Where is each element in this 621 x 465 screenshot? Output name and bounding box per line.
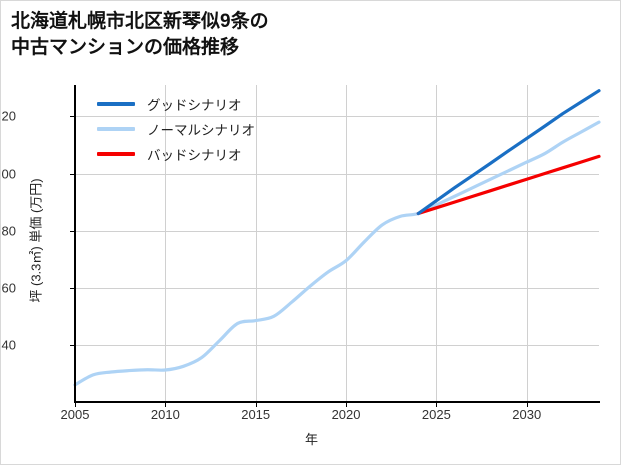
x-tick-label: 2010: [150, 407, 180, 422]
series-line: [416, 154, 601, 216]
series-line: [416, 89, 601, 216]
y-tick-label: 60: [1, 280, 16, 296]
gridline-x: [346, 85, 348, 402]
legend-color-swatch: [97, 126, 135, 131]
chart-legend: グッドシナリオ ノーマルシナリオ バッドシナリオ: [97, 91, 255, 166]
y-tick-label: 100: [1, 166, 16, 182]
legend-label: バッドシナリオ: [147, 147, 242, 163]
gridline-x: [436, 85, 438, 402]
x-tick-label: 2005: [60, 407, 90, 422]
gridline-x: [255, 85, 257, 402]
y-tick-label: 120: [1, 108, 16, 124]
chart-title: 北海道札幌市北区新琴似9条の 中古マンションの価格推移: [11, 11, 269, 58]
y-tick-mark: [70, 287, 75, 289]
x-tick-mark: [255, 402, 257, 407]
legend-item[interactable]: バッドシナリオ: [97, 141, 255, 166]
x-tick-label: 2015: [241, 407, 271, 422]
legend-label: グッドシナリオ: [147, 97, 242, 113]
y-tick-mark: [70, 173, 75, 175]
y-axis-line: [74, 85, 76, 403]
gridline-y: [75, 173, 599, 175]
legend-item[interactable]: グッドシナリオ: [97, 91, 255, 116]
legend-color-swatch: [97, 151, 135, 156]
y-tick-mark: [70, 116, 75, 118]
x-axis-title: 年: [304, 432, 318, 447]
x-tick-mark: [436, 402, 438, 407]
gridline-y: [75, 344, 599, 346]
y-tick-mark: [70, 230, 75, 232]
gridline-y: [75, 230, 599, 232]
legend-color-swatch: [97, 101, 135, 106]
y-axis-title: 坪 (3.3㎡) 単価 (万円): [28, 178, 44, 303]
plot-area: [73, 85, 601, 402]
y-tick-label: 80: [1, 223, 16, 239]
legend-label: ノーマルシナリオ: [147, 122, 255, 138]
x-tick-mark: [165, 402, 167, 407]
x-tick-label: 2020: [331, 407, 361, 422]
series-line: [73, 120, 601, 387]
y-tick-label: 40: [1, 337, 16, 353]
gridline-x: [526, 85, 528, 402]
gridline-y: [75, 287, 599, 289]
x-tick-mark: [75, 402, 76, 407]
series-lines: [73, 89, 601, 387]
x-tick-label: 2030: [512, 407, 542, 422]
y-tick-mark: [70, 344, 75, 346]
x-tick-mark: [526, 402, 528, 407]
x-axis-line: [74, 401, 600, 403]
legend-item[interactable]: ノーマルシナリオ: [97, 116, 255, 141]
x-tick-label: 2025: [421, 407, 451, 422]
x-tick-mark: [346, 402, 348, 407]
gridline-y: [75, 116, 599, 118]
gridline-x: [165, 85, 167, 402]
